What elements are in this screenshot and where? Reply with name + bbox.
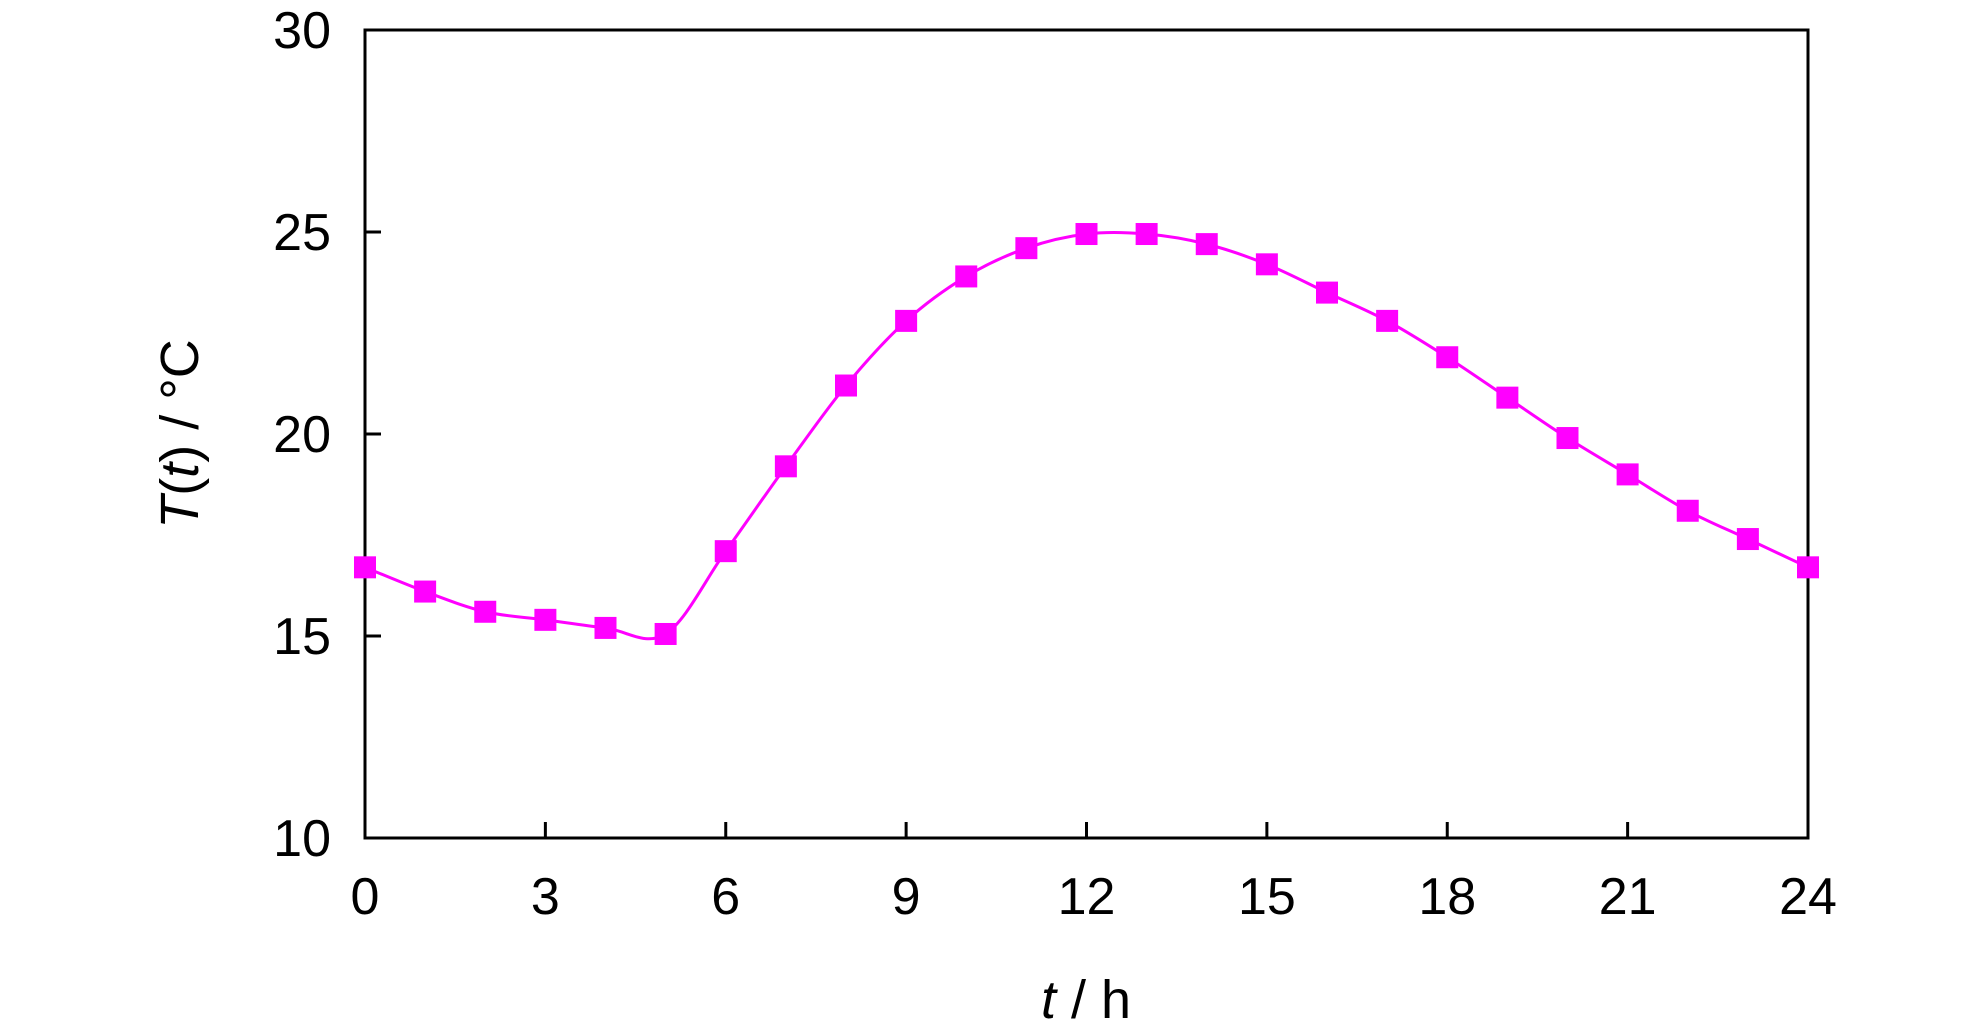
data-point-marker bbox=[654, 622, 677, 645]
y-axis-title-open: ( bbox=[150, 478, 210, 496]
data-point-marker bbox=[1316, 281, 1338, 304]
x-tick-label: 6 bbox=[711, 868, 740, 926]
y-axis-title-sep: / bbox=[150, 400, 210, 445]
data-point-marker bbox=[1015, 237, 1038, 260]
data-point-marker bbox=[1616, 463, 1639, 486]
y-tick-label: 10 bbox=[273, 810, 331, 868]
x-tick-label: 12 bbox=[1058, 868, 1116, 926]
data-point-marker bbox=[1496, 386, 1519, 409]
data-point-marker bbox=[1736, 528, 1759, 551]
data-point-marker bbox=[1255, 253, 1278, 276]
data-point-marker bbox=[1556, 427, 1579, 450]
x-axis: 0 3 6 9 12 15 18 21 24 bbox=[351, 822, 1837, 926]
data-point-marker bbox=[835, 374, 857, 397]
x-tick-label: 0 bbox=[351, 868, 380, 926]
data-point-marker bbox=[1376, 309, 1399, 332]
x-axis-title-var: t bbox=[1041, 970, 1058, 1022]
x-tick-label: 3 bbox=[531, 868, 560, 926]
y-tick-label: 20 bbox=[273, 406, 331, 464]
y-axis-title-unit: °C bbox=[150, 339, 210, 400]
data-point-marker bbox=[1195, 233, 1218, 256]
data-point-marker bbox=[1436, 346, 1459, 369]
x-axis-title-unit: h bbox=[1101, 970, 1131, 1022]
x-axis-title-sep: / bbox=[1056, 970, 1101, 1022]
data-point-marker bbox=[895, 309, 918, 332]
data-point-marker bbox=[1676, 499, 1699, 522]
data-point-marker bbox=[714, 540, 737, 563]
data-point-marker bbox=[414, 580, 437, 603]
y-axis: 10 15 20 25 30 bbox=[273, 2, 381, 868]
series-markers bbox=[354, 223, 1819, 645]
x-tick-label: 15 bbox=[1238, 868, 1296, 926]
plot-frame bbox=[363, 28, 1810, 840]
data-point-marker bbox=[534, 608, 557, 631]
x-axis-title: t / h bbox=[1041, 970, 1131, 1022]
x-tick-label: 21 bbox=[1599, 868, 1657, 926]
data-point-marker bbox=[955, 265, 978, 288]
data-point-marker bbox=[774, 455, 797, 478]
y-tick-label: 30 bbox=[273, 2, 331, 60]
y-axis-title-close: ) bbox=[150, 445, 210, 463]
x-tick-label: 18 bbox=[1418, 868, 1476, 926]
data-point-marker bbox=[1075, 223, 1098, 246]
series-line bbox=[364, 231, 1809, 641]
y-axis-title-func: T bbox=[150, 492, 210, 529]
data-point-marker bbox=[1135, 223, 1158, 246]
y-tick-label: 15 bbox=[273, 608, 331, 666]
x-tick-label: 9 bbox=[892, 868, 921, 926]
data-point-marker bbox=[354, 556, 376, 579]
y-axis-title-var: t bbox=[150, 461, 210, 478]
data-point-marker bbox=[1797, 556, 1819, 579]
x-tick-label: 24 bbox=[1779, 868, 1837, 926]
y-tick-label: 25 bbox=[273, 204, 331, 262]
y-axis-title: T(t) / °C bbox=[150, 339, 210, 529]
data-point-marker bbox=[594, 616, 617, 639]
data-point-marker bbox=[474, 600, 497, 623]
